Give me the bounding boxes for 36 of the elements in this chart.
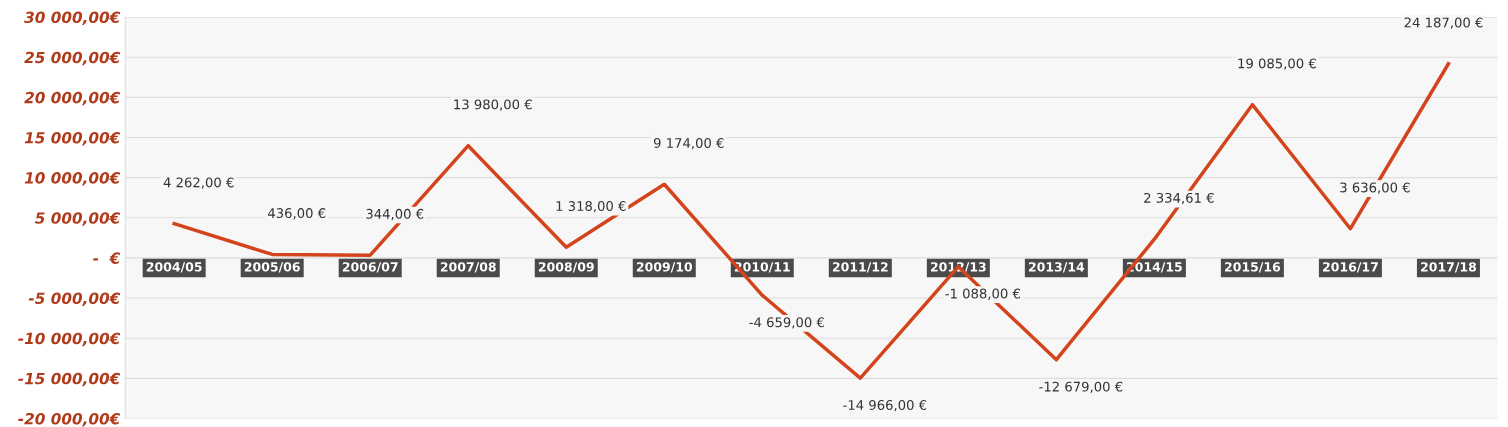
data-label: 344,00 € [366, 208, 424, 221]
x-tick-label: 2015/16 [1225, 262, 1281, 273]
x-tick-label: 2011/12 [832, 262, 888, 273]
x-tick-label: 2013/14 [1028, 262, 1085, 273]
data-label: 4 262,00 € [163, 177, 234, 189]
data-label: 3 636,00 € [1340, 182, 1410, 194]
data-label: 13 980,00 € [454, 99, 532, 111]
x-tick-label: 2016/17 [1323, 262, 1378, 273]
data-label: -4 659,00 € [749, 317, 824, 329]
data-label: -14 966,00 € [843, 399, 927, 412]
data-label: 19 085,00 € [1238, 58, 1316, 70]
y-tick-label: 15 000,00€ [24, 131, 121, 146]
x-tick-label: 2008/09 [538, 262, 594, 273]
x-tick-label: 2004/05 [146, 262, 202, 273]
data-label: 2 334,61 € [1144, 192, 1214, 205]
y-tick-label: 25 000,00€ [24, 51, 121, 66]
y-tick-label: -10 000,00€ [18, 332, 121, 347]
x-tick-label: 2017/18 [1421, 262, 1477, 273]
x-tick-label: 2007/08 [440, 262, 496, 273]
y-tick-label: -5 000,00€ [28, 292, 121, 307]
x-tick-label: 2006/07 [342, 262, 398, 273]
data-label: -1 088,00 € [945, 288, 1021, 300]
data-label: 436,00 € [267, 208, 326, 220]
y-tick-label: -20 000,00€ [18, 412, 121, 427]
y-tick-label: 30 000,00€ [24, 11, 121, 26]
y-tick-label: -15 000,00€ [18, 372, 121, 387]
y-tick-label: - € [93, 252, 121, 264]
data-label: 9 174,00 € [653, 137, 724, 150]
data-label: -12 679,00 € [1039, 381, 1123, 393]
y-tick-label: 5 000,00€ [34, 212, 121, 226]
x-tick-label: 2009/10 [636, 262, 693, 273]
y-tick-label: 10 000,00€ [24, 172, 121, 186]
y-tick-label: 20 000,00€ [24, 91, 121, 106]
data-label: 24 187,00 € [1404, 17, 1483, 29]
data-label: 1 318,00 € [556, 201, 626, 213]
x-tick-label: 2005/06 [244, 262, 300, 273]
